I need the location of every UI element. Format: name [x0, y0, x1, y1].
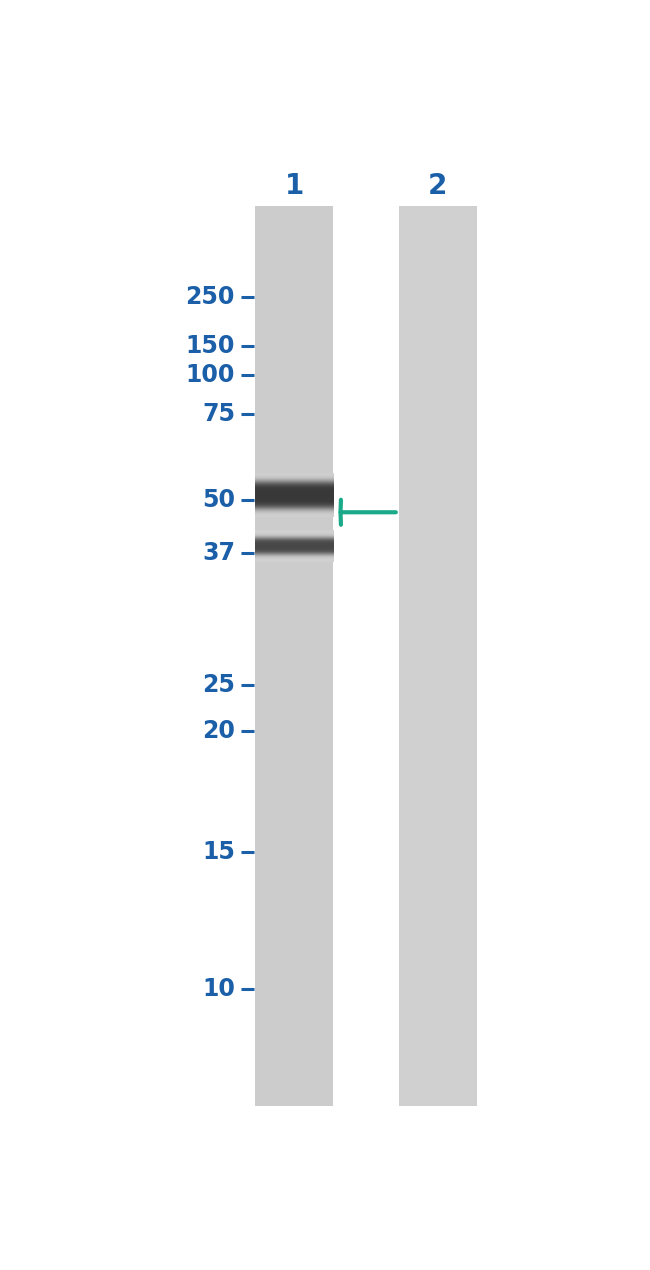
Text: 1: 1 [285, 171, 304, 199]
Bar [398, 206, 476, 1106]
Text: 37: 37 [202, 541, 235, 565]
Text: 250: 250 [185, 286, 235, 309]
Text: 50: 50 [202, 488, 235, 512]
Bar [255, 206, 333, 1106]
Text: 150: 150 [185, 334, 235, 358]
Text: 2: 2 [428, 171, 447, 199]
Text: 15: 15 [202, 839, 235, 864]
Text: 100: 100 [185, 363, 235, 387]
Text: 10: 10 [202, 977, 235, 1001]
Text: 20: 20 [202, 719, 235, 743]
Text: 25: 25 [202, 673, 235, 697]
Text: 75: 75 [202, 403, 235, 427]
